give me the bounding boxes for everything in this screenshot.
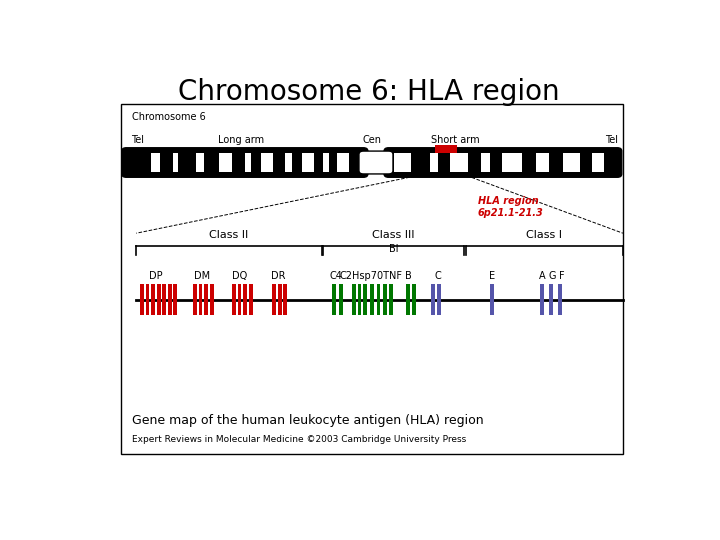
Bar bbox=[536, 153, 549, 172]
Bar bbox=[121, 104, 623, 454]
Text: Expert Reviews in Molecular Medicine ©2003 Cambridge University Press: Expert Reviews in Molecular Medicine ©20… bbox=[132, 435, 466, 443]
Bar bbox=[204, 284, 208, 315]
Bar bbox=[302, 153, 315, 172]
Bar bbox=[394, 153, 411, 172]
Text: Class III: Class III bbox=[372, 230, 415, 240]
Bar bbox=[549, 284, 553, 315]
Bar bbox=[285, 153, 292, 172]
Text: G: G bbox=[548, 271, 556, 281]
Bar bbox=[563, 153, 580, 172]
FancyBboxPatch shape bbox=[384, 148, 622, 177]
Bar bbox=[337, 153, 349, 172]
Bar bbox=[363, 284, 367, 315]
Text: Bl: Bl bbox=[389, 244, 398, 254]
Bar bbox=[352, 284, 356, 315]
FancyBboxPatch shape bbox=[122, 148, 368, 177]
Bar bbox=[284, 284, 287, 315]
Bar bbox=[210, 284, 214, 315]
Bar bbox=[435, 145, 457, 153]
Bar bbox=[431, 153, 438, 172]
Bar bbox=[232, 284, 236, 315]
Bar bbox=[145, 284, 150, 315]
Text: Tel: Tel bbox=[131, 134, 144, 145]
Text: Tel: Tel bbox=[606, 134, 618, 145]
Bar bbox=[358, 284, 361, 315]
Bar bbox=[272, 284, 276, 315]
Text: C2Hsp70TNF: C2Hsp70TNF bbox=[339, 271, 402, 281]
Bar bbox=[437, 284, 441, 315]
Text: B: B bbox=[405, 271, 411, 281]
Text: Chromosome 6: HLA region: Chromosome 6: HLA region bbox=[178, 78, 560, 106]
Bar bbox=[502, 153, 522, 172]
Bar bbox=[431, 284, 435, 315]
Text: DM: DM bbox=[194, 271, 210, 281]
Text: HLA region
6p21.1-21.3: HLA region 6p21.1-21.3 bbox=[478, 196, 544, 218]
Text: C4: C4 bbox=[330, 271, 343, 281]
Bar bbox=[261, 153, 273, 172]
Bar bbox=[370, 284, 374, 315]
Bar bbox=[151, 153, 161, 172]
Bar bbox=[196, 153, 204, 172]
Text: E: E bbox=[489, 271, 495, 281]
Text: A: A bbox=[539, 271, 545, 281]
Bar bbox=[451, 153, 468, 172]
Text: Chromosome 6: Chromosome 6 bbox=[132, 112, 206, 122]
Bar bbox=[383, 284, 387, 315]
Bar bbox=[377, 284, 380, 315]
Text: Class II: Class II bbox=[210, 230, 248, 240]
Text: Cen: Cen bbox=[362, 134, 382, 145]
Bar bbox=[151, 284, 155, 315]
Text: DP: DP bbox=[149, 271, 163, 281]
Bar bbox=[220, 153, 232, 172]
Bar bbox=[323, 153, 329, 172]
Bar bbox=[193, 284, 197, 315]
Bar bbox=[490, 284, 494, 315]
Bar bbox=[174, 284, 177, 315]
Bar bbox=[389, 284, 392, 315]
Bar bbox=[199, 284, 202, 315]
Bar bbox=[558, 284, 562, 315]
Bar bbox=[248, 284, 253, 315]
Text: F: F bbox=[559, 271, 564, 281]
Bar bbox=[413, 284, 416, 315]
Text: Short arm: Short arm bbox=[431, 134, 480, 145]
Text: DQ: DQ bbox=[232, 271, 247, 281]
Bar bbox=[162, 284, 166, 315]
Text: DR: DR bbox=[271, 271, 285, 281]
Text: Gene map of the human leukocyte antigen (HLA) region: Gene map of the human leukocyte antigen … bbox=[132, 414, 483, 427]
Bar bbox=[168, 284, 172, 315]
Bar bbox=[339, 284, 343, 315]
Bar bbox=[245, 153, 251, 172]
Bar bbox=[406, 284, 410, 315]
Bar bbox=[593, 153, 605, 172]
FancyBboxPatch shape bbox=[359, 151, 393, 174]
Bar bbox=[481, 153, 490, 172]
Bar bbox=[278, 284, 282, 315]
Bar bbox=[238, 284, 241, 315]
Bar bbox=[140, 284, 144, 315]
Bar bbox=[540, 284, 544, 315]
Bar bbox=[333, 284, 336, 315]
Text: Long arm: Long arm bbox=[217, 134, 264, 145]
Text: Class I: Class I bbox=[526, 230, 562, 240]
Bar bbox=[173, 153, 178, 172]
Text: C: C bbox=[435, 271, 441, 281]
Bar bbox=[157, 284, 161, 315]
Bar bbox=[243, 284, 247, 315]
